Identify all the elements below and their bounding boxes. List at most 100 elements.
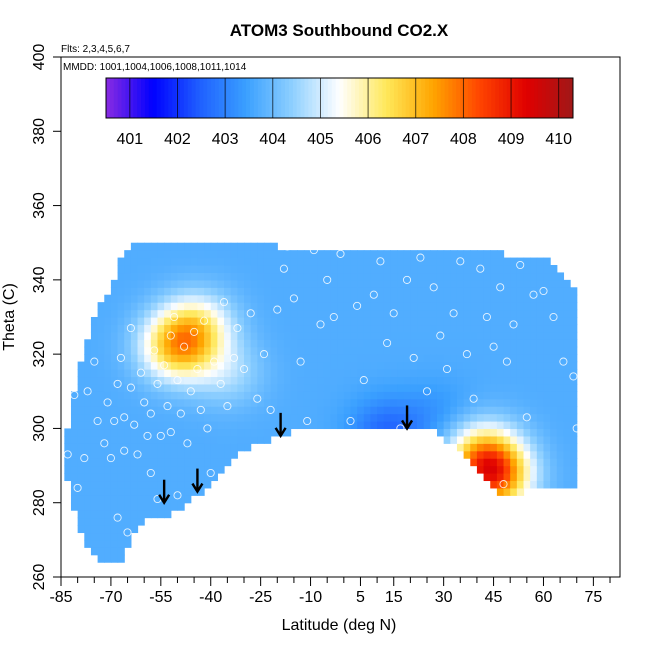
- field-cell: [530, 435, 538, 444]
- field-cell: [190, 257, 199, 266]
- field-cell: [263, 279, 272, 288]
- field-cell: [117, 458, 125, 467]
- field-cell: [110, 554, 119, 563]
- field-cell: [150, 361, 159, 370]
- field-cell: [224, 294, 232, 303]
- field-cell: [184, 257, 192, 266]
- field-cell: [337, 250, 345, 259]
- field-cell: [190, 398, 199, 407]
- field-cell: [97, 473, 105, 482]
- field-cell: [84, 480, 92, 489]
- field-cell: [204, 376, 212, 385]
- field-cell: [343, 421, 352, 430]
- field-cell: [417, 383, 425, 392]
- field-cell: [117, 428, 125, 437]
- field-cell: [423, 250, 431, 259]
- field-cell: [190, 242, 199, 251]
- sample-point: [193, 364, 202, 374]
- field-cell: [97, 369, 105, 378]
- field-cell: [397, 413, 405, 422]
- field-cell: [117, 413, 125, 422]
- field-cell: [303, 257, 312, 266]
- field-cell: [377, 398, 385, 407]
- colorbar-segment: [518, 78, 523, 118]
- field-cell: [197, 383, 205, 392]
- field-cell: [170, 502, 179, 511]
- field-cell: [490, 265, 498, 274]
- field-cell: [184, 354, 192, 363]
- field-cell: [363, 354, 372, 363]
- field-cell: [450, 265, 458, 274]
- field-cell: [144, 383, 152, 392]
- field-cell: [530, 272, 538, 281]
- field-cell: [184, 265, 192, 274]
- field-cell: [237, 406, 245, 415]
- field-cell: [124, 309, 132, 318]
- field-cell: [237, 421, 245, 430]
- field-cell: [190, 287, 199, 296]
- sample-point: [316, 320, 325, 329]
- field-cell: [277, 406, 285, 415]
- field-cell: [377, 257, 385, 266]
- field-cell: [436, 331, 445, 340]
- field-cell: [377, 391, 385, 400]
- field-cell: [536, 376, 545, 385]
- field-cell: [150, 421, 159, 430]
- field-cell: [144, 480, 152, 489]
- field-cell: [310, 294, 318, 303]
- field-cell: [357, 324, 365, 333]
- field-cell: [124, 502, 132, 511]
- field-cell: [144, 317, 152, 326]
- field-cell: [257, 421, 265, 430]
- field-cell: [250, 428, 258, 437]
- field-cell: [137, 502, 145, 511]
- field-cell: [337, 376, 345, 385]
- field-cell: [117, 339, 125, 348]
- field-cell: [210, 287, 218, 296]
- field-cell: [536, 428, 545, 437]
- field-cell: [217, 324, 225, 333]
- field-cell: [516, 346, 525, 355]
- field-cell: [130, 265, 139, 274]
- field-cell: [230, 257, 238, 266]
- field-cell: [510, 361, 518, 370]
- field-cell: [97, 517, 105, 526]
- field-cell: [383, 309, 392, 318]
- field-cell: [563, 413, 571, 422]
- field-cell: [70, 487, 79, 496]
- field-cell: [70, 480, 79, 489]
- field-cell: [410, 272, 418, 281]
- field-cell: [184, 272, 192, 281]
- field-cell: [144, 346, 152, 355]
- field-cell: [450, 317, 458, 326]
- field-cell: [317, 272, 325, 281]
- field-cell: [496, 346, 505, 355]
- colorbar-segment: [452, 78, 457, 118]
- field-cell: [244, 302, 252, 311]
- field-cell: [317, 346, 325, 355]
- field-cell: [483, 443, 491, 452]
- field-cell: [137, 302, 145, 311]
- field-cell: [330, 361, 338, 370]
- field-cell: [317, 287, 325, 296]
- sample-point: [416, 253, 425, 262]
- field-cell: [556, 317, 565, 326]
- sample-point: [429, 283, 438, 292]
- field-cell: [197, 279, 205, 288]
- field-cell: [230, 317, 238, 326]
- field-cell: [84, 413, 92, 422]
- field-cell: [250, 331, 258, 340]
- colorbar-segment: [440, 78, 446, 118]
- field-cell: [124, 539, 132, 548]
- field-cell: [523, 376, 531, 385]
- field-cell: [523, 354, 531, 363]
- field-cell: [124, 495, 132, 504]
- field-cell: [543, 324, 551, 333]
- field-cell: [550, 272, 558, 281]
- field-cell: [357, 279, 365, 288]
- field-cell: [443, 435, 451, 444]
- sample-point: [186, 387, 195, 396]
- field-cell: [530, 354, 538, 363]
- sample-point: [353, 301, 362, 310]
- field-cell: [90, 495, 99, 504]
